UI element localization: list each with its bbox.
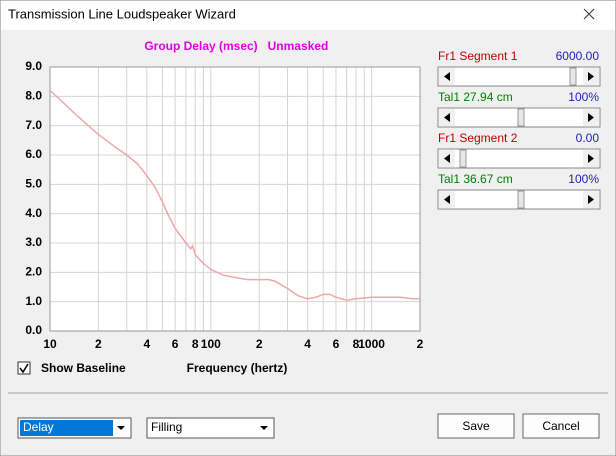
slider-value: 6000.00 [556, 49, 600, 63]
plot-border [49, 66, 421, 332]
dropdown-arrow [117, 426, 125, 430]
arrow [444, 72, 450, 81]
y-tick-label: 2.0 [25, 265, 42, 279]
y-tick-label: 3.0 [25, 235, 42, 249]
y-tick-label: 7.0 [25, 118, 42, 132]
checkbox-label[interactable]: Show Baseline [41, 361, 126, 375]
slider-value: 100% [568, 172, 599, 186]
x-tick-label: 1000 [358, 337, 385, 351]
checkbox[interactable] [17, 361, 31, 375]
slider-label: Fr1 Segment 2 [438, 131, 518, 145]
window-title: Transmission Line Loudspeaker Wizard [8, 6, 236, 21]
arrow [444, 154, 450, 163]
arrow [444, 195, 450, 204]
slider-thumb[interactable] [459, 149, 467, 168]
slider-track [437, 66, 601, 87]
arrow [588, 195, 594, 204]
title-bar [1, 1, 615, 30]
button-label: Save [462, 419, 490, 433]
y-tick-label: 8.0 [25, 89, 42, 103]
slider-thumb[interactable] [517, 190, 525, 209]
chart-title: Group Delay (msec) [144, 39, 257, 53]
x-tick-label: 4 [304, 337, 311, 351]
y-tick-label: 1.0 [25, 294, 42, 308]
dropdown-highlight [20, 420, 113, 436]
x-tick-label: 2 [417, 337, 424, 351]
x-axis-label: Frequency (hertz) [187, 361, 288, 375]
check-mark [19, 363, 29, 374]
x-tick-label: 6 [333, 337, 340, 351]
x-tick-label: 100 [201, 337, 221, 351]
slider-thumb[interactable] [569, 67, 577, 86]
plot-area [50, 67, 420, 331]
cancel-button[interactable] [522, 413, 600, 439]
dropdown-value: Delay [23, 420, 54, 434]
dropdown-arrow [260, 426, 268, 430]
slider-value: 0.00 [576, 131, 600, 145]
y-tick-label: 6.0 [25, 147, 42, 161]
arrow [444, 113, 450, 122]
slider-thumb[interactable] [517, 108, 525, 127]
x-tick-label: 6 [172, 337, 179, 351]
y-tick-label: 0.0 [25, 323, 42, 337]
dropdown-value: Filling [151, 420, 182, 434]
y-tick-label: 5.0 [25, 177, 42, 191]
slider-track [437, 148, 601, 169]
y-tick-label: 9.0 [25, 59, 42, 73]
dropdown[interactable] [146, 417, 275, 439]
chart-subtitle: Unmasked [268, 39, 329, 53]
x-tick-label: 2 [256, 337, 263, 351]
slider-value: 100% [568, 90, 599, 104]
y-tick-label: 4.0 [25, 206, 42, 220]
data-line [49, 89, 420, 301]
slider-label: Fr1 Segment 1 [438, 49, 518, 63]
save-button[interactable] [437, 413, 515, 439]
slider-label: Tal1 27.94 cm [438, 90, 513, 104]
slider-label: Tal1 36.67 cm [438, 172, 513, 186]
button-label: Cancel [542, 419, 579, 433]
x-tick-label: 4 [143, 337, 150, 351]
x-tick-label: 8 [192, 337, 199, 351]
arrow [588, 154, 594, 163]
arrow [588, 113, 594, 122]
x-tick-label: 10 [43, 337, 57, 351]
arrow [588, 72, 594, 81]
close-button[interactable] [583, 8, 595, 20]
x-tick-label: 8 [353, 337, 360, 351]
x-tick-label: 2 [95, 337, 102, 351]
